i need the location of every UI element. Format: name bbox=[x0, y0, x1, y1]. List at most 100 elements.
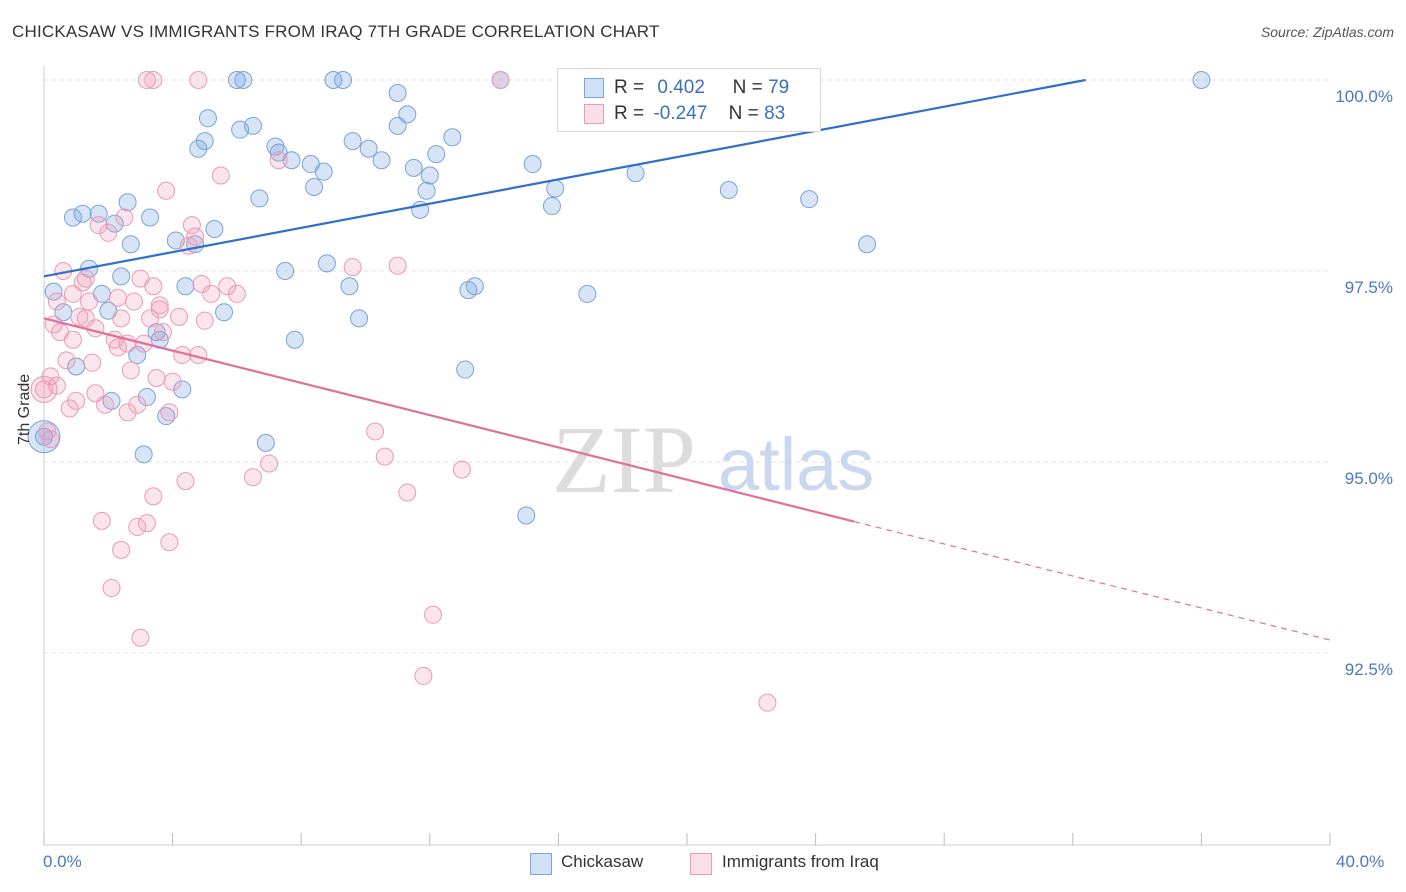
legend-r-label: R = bbox=[614, 77, 645, 98]
data-point bbox=[137, 388, 156, 407]
data-point bbox=[343, 132, 362, 151]
data-point bbox=[282, 151, 301, 170]
data-point bbox=[160, 403, 179, 422]
bottom-legend-swatch-iraq bbox=[690, 853, 712, 875]
data-point bbox=[63, 330, 82, 349]
data-point bbox=[150, 296, 169, 315]
data-point bbox=[626, 164, 645, 183]
data-point bbox=[243, 468, 262, 487]
data-point bbox=[420, 166, 439, 185]
data-point bbox=[189, 139, 208, 158]
data-point bbox=[137, 71, 156, 89]
data-point bbox=[218, 277, 237, 296]
legend-r-label: R = bbox=[614, 103, 645, 124]
data-point bbox=[73, 204, 92, 223]
data-point bbox=[70, 307, 89, 326]
data-point bbox=[195, 311, 214, 330]
data-point bbox=[578, 284, 597, 303]
data-point bbox=[83, 353, 102, 372]
data-point bbox=[260, 454, 279, 473]
trend-lines bbox=[43, 78, 1331, 641]
data-point bbox=[115, 208, 134, 227]
data-point bbox=[125, 292, 144, 311]
legend-r-value: -0.247 bbox=[653, 103, 708, 124]
data-point bbox=[144, 277, 163, 296]
legend-row-chickasaw: R = 0.402 N = 79 bbox=[614, 77, 789, 99]
legend-n-label: N = bbox=[732, 77, 763, 98]
data-point bbox=[170, 307, 189, 326]
data-point bbox=[192, 274, 211, 293]
data-point bbox=[198, 109, 217, 128]
data-point bbox=[404, 158, 423, 177]
data-point bbox=[144, 71, 163, 89]
data-point bbox=[215, 303, 234, 322]
data-point bbox=[719, 181, 738, 200]
data-point bbox=[372, 151, 391, 170]
data-point bbox=[47, 292, 66, 311]
data-point bbox=[340, 277, 359, 296]
data-point bbox=[189, 71, 208, 89]
data-point bbox=[491, 71, 510, 89]
data-point bbox=[314, 162, 333, 181]
data-point bbox=[76, 269, 95, 288]
data-point bbox=[517, 506, 536, 525]
data-point bbox=[186, 227, 205, 246]
data-point bbox=[359, 139, 378, 158]
data-point bbox=[211, 166, 230, 185]
data-point bbox=[414, 666, 433, 685]
data-point bbox=[128, 346, 147, 365]
data-point bbox=[60, 399, 79, 418]
data-point bbox=[227, 71, 246, 89]
data-point bbox=[1192, 71, 1211, 89]
data-point bbox=[424, 605, 443, 624]
data-point bbox=[105, 214, 124, 233]
data-point bbox=[160, 533, 179, 552]
data-point bbox=[118, 193, 137, 212]
data-point bbox=[542, 197, 561, 216]
data-point bbox=[250, 189, 269, 208]
legend-n-value: 83 bbox=[764, 103, 786, 124]
data-point bbox=[427, 145, 446, 164]
bottom-legend-iraq: Immigrants from Iraq bbox=[722, 852, 879, 871]
data-point bbox=[182, 216, 201, 235]
data-point bbox=[388, 83, 407, 102]
data-point bbox=[176, 277, 195, 296]
data-point bbox=[366, 422, 385, 441]
data-point bbox=[343, 258, 362, 277]
data-point bbox=[144, 487, 163, 506]
data-point bbox=[456, 360, 475, 379]
data-point bbox=[57, 351, 76, 370]
data-point bbox=[128, 517, 147, 536]
legend: R = 0.402 N = 79 R = -0.247 N = 83 bbox=[557, 68, 821, 132]
trend-line-iraq-extension bbox=[854, 521, 1331, 641]
data-point bbox=[141, 208, 160, 227]
data-point bbox=[205, 219, 224, 238]
data-point bbox=[44, 282, 63, 301]
trend-line-chickasaw bbox=[43, 78, 1086, 278]
data-point bbox=[333, 71, 352, 89]
data-point bbox=[108, 338, 127, 357]
source-credit: Source: ZipAtlas.com bbox=[1260, 24, 1394, 40]
data-point bbox=[375, 447, 394, 466]
data-point bbox=[305, 177, 324, 196]
chart-title: CHICKASAW VS IMMIGRANTS FROM IRAQ 7TH GR… bbox=[12, 22, 660, 41]
data-point bbox=[63, 284, 82, 303]
data-point bbox=[89, 216, 108, 235]
data-point bbox=[121, 235, 140, 254]
data-point bbox=[118, 403, 137, 422]
data-point bbox=[86, 384, 105, 403]
data-point bbox=[285, 330, 304, 349]
data-point bbox=[417, 181, 436, 200]
data-point bbox=[398, 483, 417, 502]
axes bbox=[43, 66, 1331, 846]
data-point bbox=[269, 151, 288, 170]
series-immigrants-from-iraq bbox=[30, 71, 777, 712]
y-tick-label: 95.0% bbox=[1344, 469, 1393, 488]
data-point bbox=[108, 288, 127, 307]
data-point bbox=[858, 235, 877, 254]
x-tick-label: 40.0% bbox=[1336, 852, 1385, 871]
data-point bbox=[243, 116, 262, 135]
data-point bbox=[234, 71, 253, 89]
data-point bbox=[317, 254, 336, 273]
